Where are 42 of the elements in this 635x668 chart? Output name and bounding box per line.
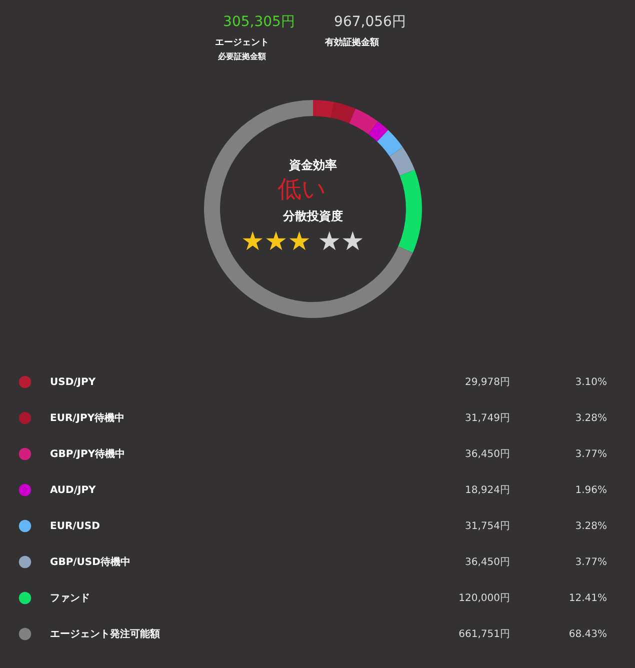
legend-label: USD/JPY (50, 377, 96, 388)
text: 有効証拠金額 (324, 37, 379, 48)
legend-label: ファンド (50, 593, 90, 604)
text: 3.77% (575, 557, 607, 568)
legend-label: GBP/JPY待機中 (50, 448, 126, 460)
data-label: 31,754円 (465, 521, 510, 532)
text: 68.43% (568, 629, 607, 640)
text: 3.28% (575, 413, 607, 424)
donut-slice (398, 170, 422, 253)
text: ★★ (318, 227, 364, 257)
text: 3.28% (575, 521, 607, 532)
text: 305,305円 (223, 14, 295, 30)
donut-slice (204, 100, 413, 318)
donut-slice (313, 100, 334, 118)
text: 3.10% (575, 377, 607, 388)
legend-label: GBP/USD待機中 (50, 556, 130, 568)
text: エージェント (215, 38, 269, 48)
data-label: 36,450円 (465, 449, 510, 460)
legend-label: EUR/JPY待機中 (50, 412, 125, 424)
text: 必要証拠金額 (217, 52, 266, 61)
donut-slice (331, 102, 356, 124)
text: 3.77% (575, 449, 607, 460)
text: 低い (278, 175, 326, 203)
legend-label: EUR/USD (50, 521, 100, 532)
data-label: 120,000円 (458, 593, 510, 604)
data-label: 18,924円 (465, 485, 510, 496)
donut-slice (377, 130, 403, 156)
text: 資金効率 (288, 158, 337, 172)
data-label: 31,749円 (465, 413, 510, 424)
text: 分散投資度 (282, 209, 343, 223)
donut-slice (368, 121, 388, 142)
legend-label: AUD/JPY (50, 485, 97, 496)
legend-label: エージェント発注可能額 (50, 628, 160, 640)
text: 12.41% (568, 593, 607, 604)
donut-slice (349, 108, 378, 134)
text: ★★★ (241, 227, 311, 257)
data-label: 29,978円 (465, 377, 510, 388)
text: 967,056円 (334, 14, 406, 30)
donut-slice (390, 147, 415, 176)
data-label: 36,450円 (465, 557, 510, 568)
text: 1.96% (575, 485, 607, 496)
data-label: 661,751円 (458, 629, 510, 640)
